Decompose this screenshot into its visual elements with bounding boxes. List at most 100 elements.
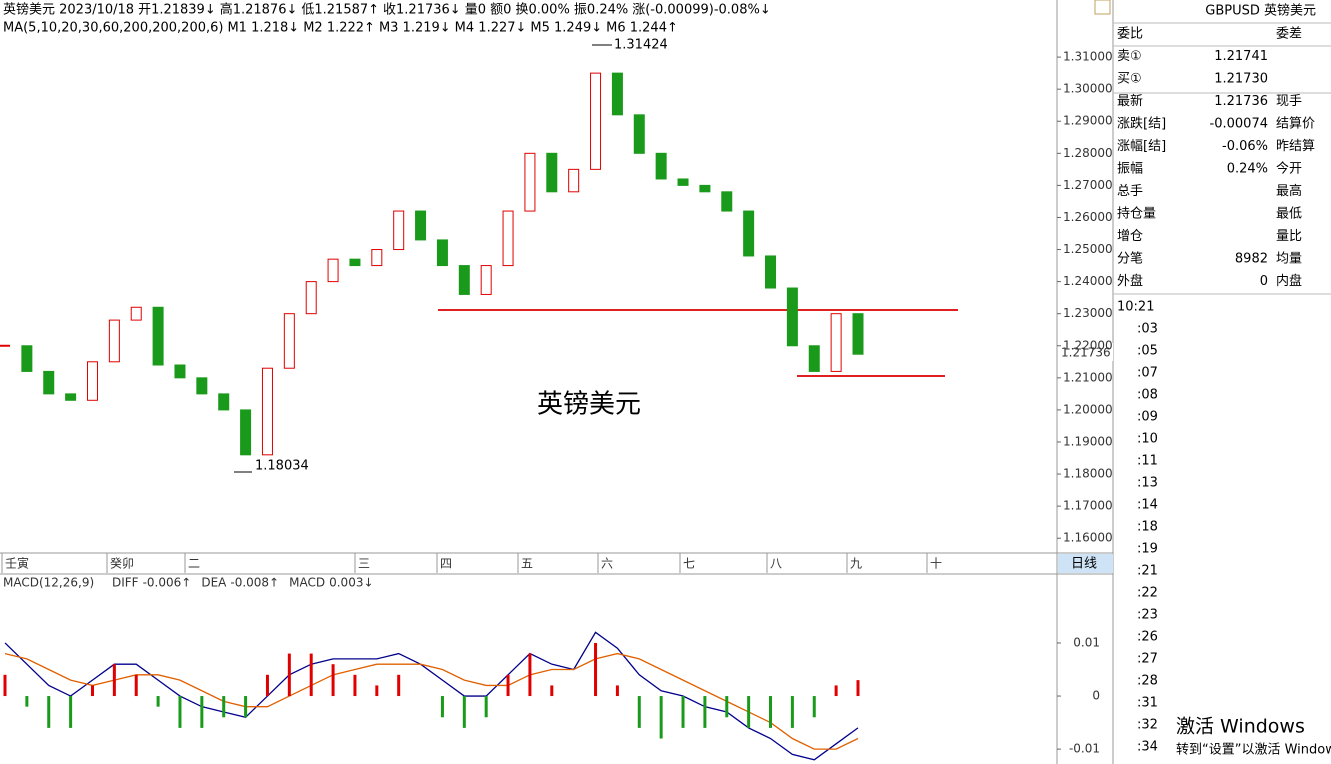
panel-button[interactable]: [1094, 0, 1111, 15]
period-tab[interactable]: [1058, 554, 1113, 573]
row-label: 涨跌[结]: [1117, 116, 1166, 132]
candle: [86, 361, 98, 401]
x-label: 十: [930, 557, 942, 571]
legend-name: MACD: [289, 576, 325, 590]
candle: [502, 210, 514, 267]
candle: [174, 364, 186, 379]
row-label2: 结算价: [1276, 117, 1315, 132]
tick-time: :22: [1137, 586, 1158, 601]
candle: [524, 152, 536, 212]
candle: [721, 191, 733, 212]
candle: [633, 114, 645, 154]
header-segment: M1 1.218↓: [227, 21, 299, 36]
header-segment: M3 1.219↓: [379, 21, 451, 36]
candle: [349, 258, 361, 267]
y-tick-label: 1.29000: [1063, 114, 1113, 128]
tick-time: :34: [1137, 740, 1158, 755]
macd-title: MACD(12,26,9): [3, 576, 94, 590]
tick-time: :11: [1137, 454, 1158, 469]
candle: [65, 393, 77, 401]
candle: [108, 319, 120, 363]
high-label: 1.31424: [614, 38, 668, 53]
tick-time: :23: [1137, 608, 1158, 623]
x-label: 五: [521, 557, 533, 571]
candle: [21, 345, 33, 372]
legend-value: -0.008↑: [230, 576, 279, 590]
candle: [240, 409, 252, 456]
tick-time: :28: [1137, 674, 1158, 689]
tick-time: :21: [1137, 564, 1158, 579]
y-tick-label: 1.28000: [1063, 146, 1113, 160]
macd-line: [4, 652, 859, 750]
row-label2: 均量: [1276, 252, 1302, 267]
row-label2: 今开: [1276, 161, 1302, 177]
candle: [830, 313, 842, 372]
row-label2: 现手: [1276, 94, 1302, 109]
row-label: 涨幅[结]: [1117, 139, 1166, 154]
candle: [130, 306, 142, 321]
row-label: 增仓: [1117, 229, 1143, 244]
header-segment: M6 1.244↑: [606, 21, 678, 36]
x-label: 癸卯: [110, 557, 134, 571]
y-tick-label: 1.31000: [1063, 50, 1113, 64]
tick-time: :07: [1137, 366, 1158, 381]
tick-time: :03: [1137, 322, 1158, 337]
tick-time: :08: [1137, 388, 1158, 403]
legend-value: -0.006↑: [143, 576, 192, 590]
candle: [568, 168, 580, 193]
candle: [655, 152, 667, 180]
header-segment: 量0 额0 换0.00% 振0.24%: [465, 3, 629, 18]
tick-time: :31: [1137, 696, 1158, 711]
price-tag-bg: [1058, 343, 1113, 361]
row-label: 卖①: [1117, 49, 1142, 64]
y-tick-label: 1.22000: [1063, 338, 1113, 352]
row-value: -0.06%: [1222, 139, 1268, 154]
candle: [393, 210, 405, 251]
header-segment: M2 1.222↑: [303, 21, 375, 36]
row-value: 0.24%: [1227, 162, 1268, 177]
y-tick-label: 1.21000: [1063, 370, 1113, 384]
period-label: 日线: [1071, 557, 1097, 572]
row-value: 1.21736: [1214, 94, 1268, 109]
candle: [458, 265, 470, 295]
x-label: 七: [683, 557, 695, 571]
header-segment: MA(5,10,20,30,60,200,200,200,6): [3, 21, 223, 36]
row-label2: 内盘: [1276, 273, 1302, 289]
legend-value: 0.003↓: [329, 576, 373, 590]
header-segment: M4 1.227↓: [455, 21, 527, 36]
row-label2: 昨结算: [1276, 139, 1315, 154]
candle: [152, 306, 164, 366]
tick-time: :10: [1137, 432, 1158, 447]
x-label: 壬寅: [5, 556, 29, 571]
y-tick-label: -0.01: [1069, 742, 1100, 756]
candle: [611, 72, 623, 116]
header-segment: 英镑美元 2023/10/18: [3, 2, 134, 18]
header-segment: 低1.21587↑: [301, 3, 379, 18]
y-tick-label: 1.24000: [1063, 274, 1113, 288]
tick-time: :14: [1137, 498, 1158, 513]
candle: [43, 370, 55, 395]
tick-time: :05: [1137, 344, 1158, 359]
header-segment: 开1.21839↓: [138, 3, 216, 18]
y-tick-label: 1.19000: [1063, 434, 1113, 448]
candle: [786, 287, 798, 347]
row-value: 0: [1260, 274, 1268, 289]
y-tick-label: 1.18000: [1063, 467, 1113, 481]
row-label2: 最低: [1276, 207, 1302, 222]
candle: [677, 178, 689, 186]
row-label2: 委差: [1276, 27, 1302, 42]
y-tick-label: 0: [1092, 689, 1100, 703]
candle: [283, 313, 295, 369]
candle: [480, 265, 492, 295]
candle: [743, 210, 755, 257]
candle: [415, 210, 427, 241]
x-label: 二: [188, 557, 200, 571]
low-label: 1.18034: [255, 459, 309, 474]
candle: [852, 313, 864, 355]
y-tick-label: 1.25000: [1063, 242, 1113, 256]
row-label: 持仓量: [1117, 207, 1156, 222]
row-value: 1.21741: [1214, 49, 1268, 64]
row-label: 振幅: [1117, 162, 1143, 177]
